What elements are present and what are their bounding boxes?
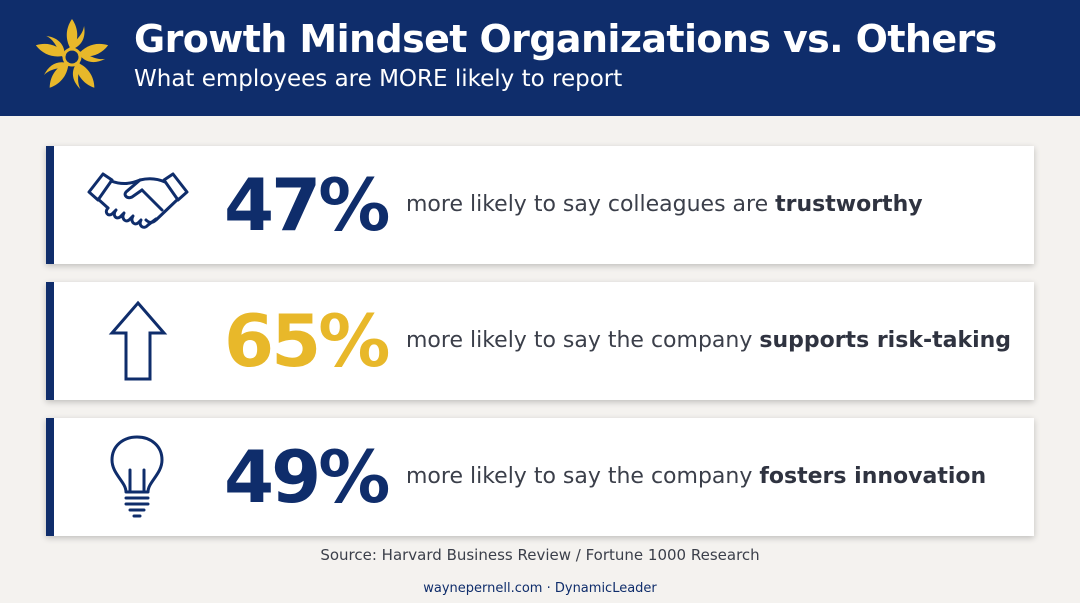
stat-emphasis: supports risk-taking — [759, 328, 1012, 353]
card-accent-bar — [46, 418, 54, 536]
card-accent-bar — [46, 282, 54, 400]
stat-emphasis: fosters innovation — [759, 464, 987, 489]
stat-percent: 65% — [224, 299, 390, 383]
footer-credit: waynepernell.com · DynamicLeader — [423, 581, 657, 596]
stat-text: more likely to say the company — [406, 328, 760, 353]
stat-text: more likely to say the company — [406, 464, 760, 489]
handshake-icon — [87, 172, 189, 229]
source-citation: Source: Harvard Business Review / Fortun… — [320, 546, 760, 564]
lightbulb-icon — [110, 435, 164, 518]
page-subtitle: What employees are MORE likely to report — [134, 66, 623, 92]
up-arrow-icon — [108, 300, 168, 381]
card-accent-bar — [46, 146, 54, 264]
stat-percent: 49% — [224, 435, 390, 519]
stat-card-innovation: 49% more likely to say the company foste… — [46, 418, 1034, 536]
stat-emphasis: trustworthy — [775, 192, 923, 217]
stat-percent: 47% — [224, 163, 390, 247]
header-banner: Growth Mindset Organizations vs. Others … — [0, 0, 1080, 116]
stat-description: more likely to say colleagues are trustw… — [406, 190, 923, 220]
stat-card-risk-taking: 65% more likely to say the company suppo… — [46, 282, 1034, 400]
stat-description: more likely to say the company supports … — [406, 326, 1011, 356]
stat-description: more likely to say the company fosters i… — [406, 462, 986, 492]
logo-icon — [34, 19, 110, 91]
page-title: Growth Mindset Organizations vs. Others — [134, 17, 997, 61]
stat-text: more likely to say colleagues are — [406, 192, 776, 217]
stat-card-trust: 47% more likely to say colleagues are tr… — [46, 146, 1034, 264]
